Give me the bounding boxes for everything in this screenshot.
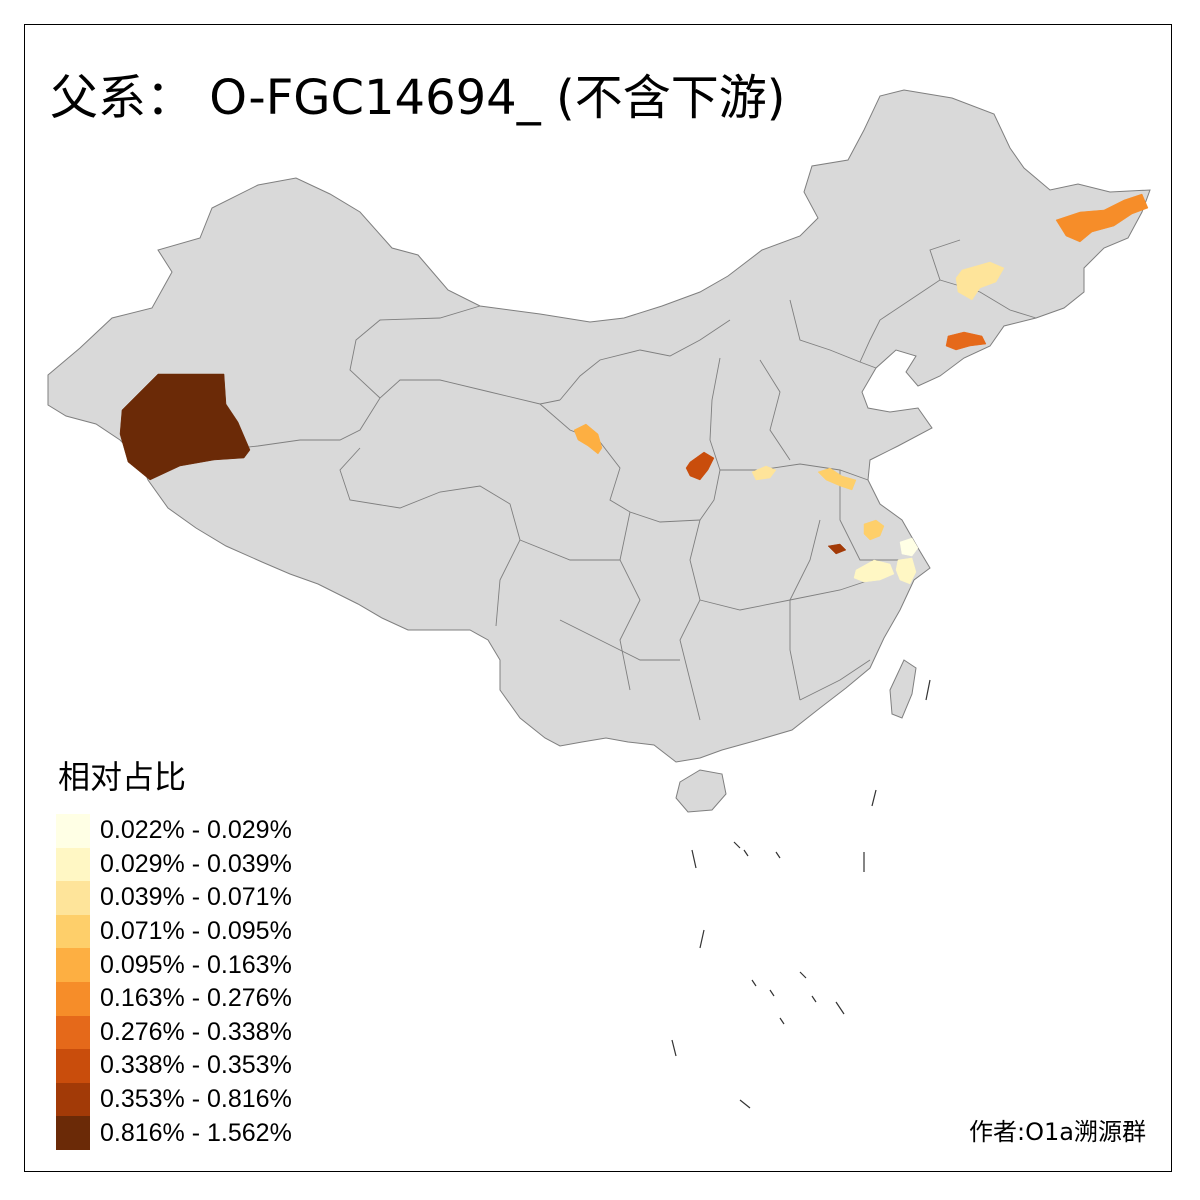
legend-item: 0.276% - 0.338% [56,1015,292,1050]
legend-swatch [56,1116,90,1150]
legend-item: 0.029% - 0.039% [56,847,292,882]
legend-label: 0.163% - 0.276% [100,984,292,1013]
legend-swatch [56,948,90,982]
region-gansu-east [573,423,603,455]
legend-swatch [56,814,90,848]
legend-item: 0.816% - 1.562% [56,1116,292,1150]
region-jiangsu-south [863,519,885,541]
legend-label: 0.276% - 0.338% [100,1017,292,1046]
author-credit: 作者:O1a溯源群 [969,1118,1146,1146]
region-anhui-south [853,559,895,583]
legend-item: 0.353% - 0.816% [56,1082,292,1117]
legend-label: 0.029% - 0.039% [100,849,292,878]
region-heilongjiang-east [1055,193,1149,243]
legend-item: 0.071% - 0.095% [56,914,292,949]
legend-item: 0.039% - 0.071% [56,881,292,915]
legend-item: 0.095% - 0.163% [56,948,292,982]
legend-swatch [56,914,90,949]
legend-swatch [56,1015,90,1050]
province-boundaries [149,239,1037,721]
legend-label: 0.353% - 0.816% [100,1085,292,1114]
legend-swatch [56,1049,90,1083]
mainland-china [47,89,1151,763]
legend-swatch [56,981,90,1016]
map-title: 父系： O-FGC14694_ (不含下游) [50,70,786,126]
legend-item: 0.338% - 0.353% [56,1049,292,1083]
region-jiangsu-east [899,537,919,557]
region-xinjiang-southwest [119,373,251,481]
legend-swatch [56,847,90,882]
region-liaoning-east [945,331,987,351]
region-shandong-southwest [817,467,857,491]
legend-swatch [56,1082,90,1117]
region-zhejiang-north [895,557,917,585]
hainan-island [675,769,727,813]
legend-label: 0.095% - 0.163% [100,950,292,979]
legend-item: 0.163% - 0.276% [56,981,292,1016]
taiwan-island [889,659,917,719]
legend-label: 0.071% - 0.095% [100,917,292,946]
scs-islands [671,679,931,1109]
legend-rows: 0.022% - 0.029% 0.029% - 0.039% 0.039% - 0… [56,814,292,1150]
legend-item: 0.022% - 0.029% [56,814,292,848]
region-henan-north [751,465,777,481]
legend: 相对占比 0.022% - 0.029% 0.029% - 0.039% 0.039… [56,752,292,1150]
legend-label: 0.039% - 0.071% [100,883,292,912]
region-jilin-center [955,261,1005,301]
region-shaanxi-central [685,451,715,481]
legend-swatch [56,881,90,915]
legend-title: 相对占比 [58,758,187,796]
legend-label: 0.816% - 1.562% [100,1118,292,1147]
legend-label: 0.338% - 0.353% [100,1051,292,1080]
region-anhui-west [827,543,847,555]
legend-label: 0.022% - 0.029% [100,816,292,845]
